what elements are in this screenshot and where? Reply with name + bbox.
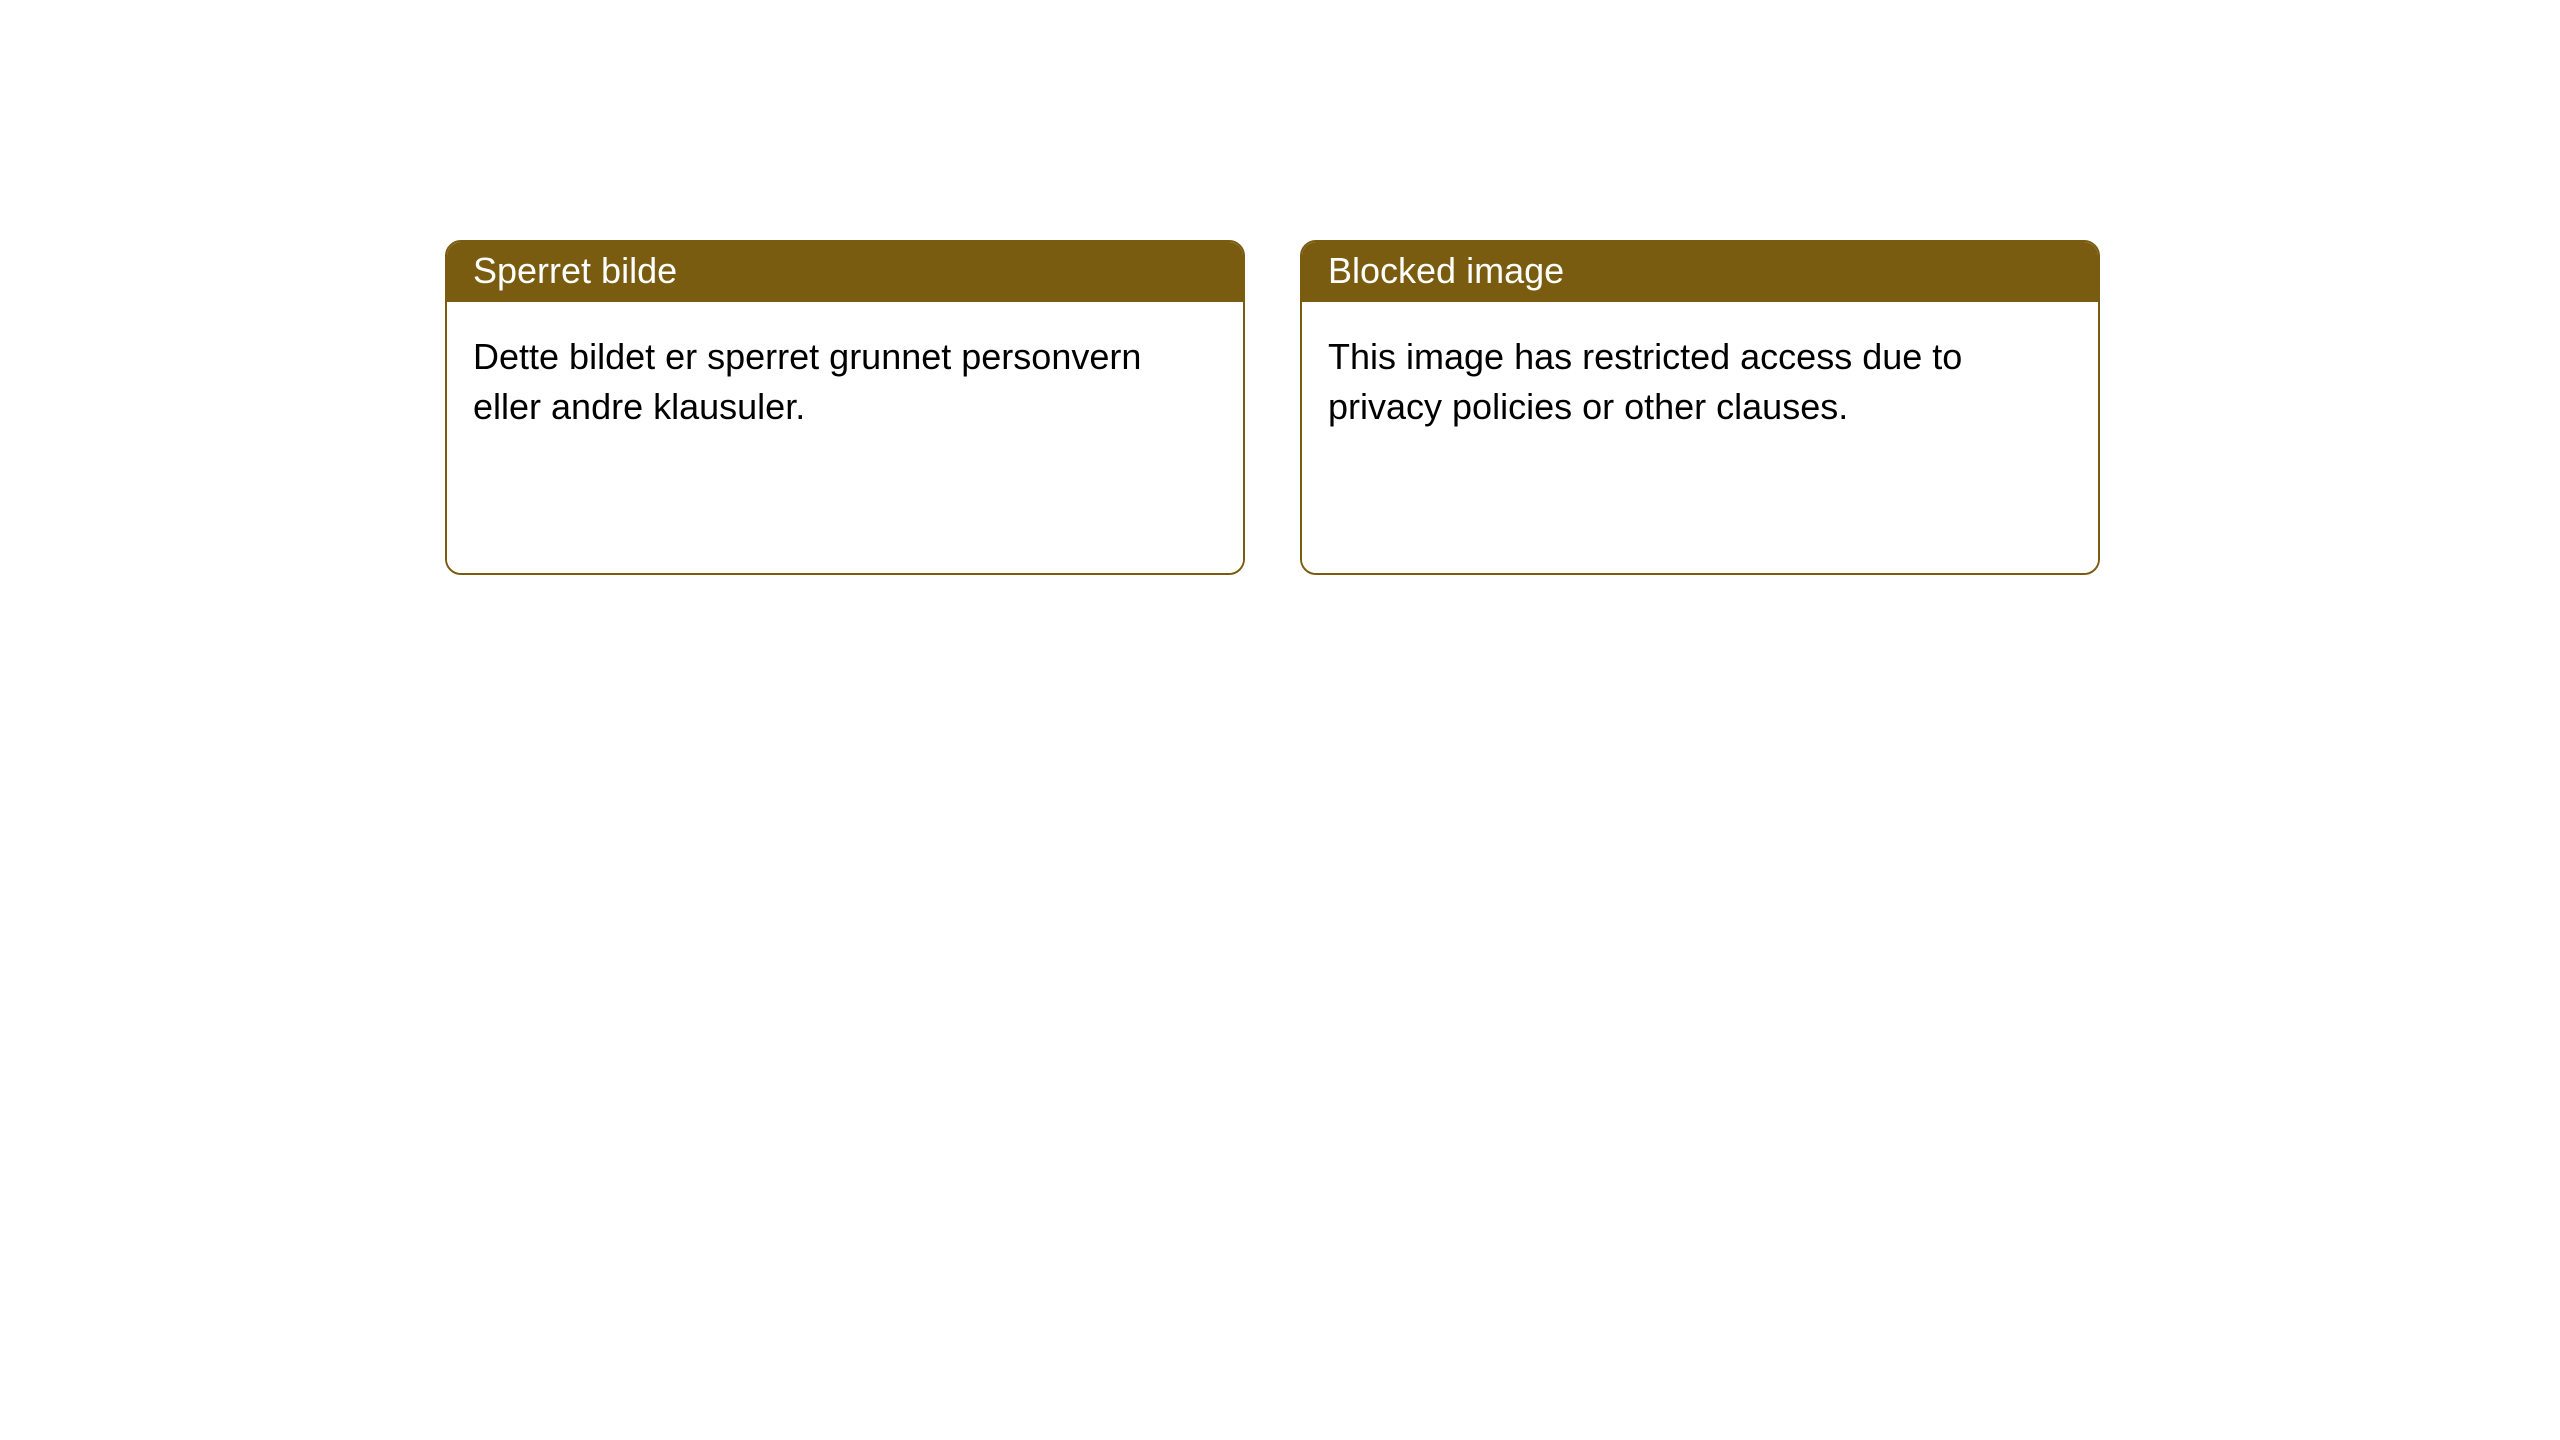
card-body: This image has restricted access due to … [1302, 302, 2098, 573]
card-container: Sperret bilde Dette bildet er sperret gr… [0, 0, 2560, 575]
blocked-image-card-en: Blocked image This image has restricted … [1300, 240, 2100, 575]
card-header: Blocked image [1302, 242, 2098, 302]
card-body: Dette bildet er sperret grunnet personve… [447, 302, 1243, 573]
blocked-image-card-no: Sperret bilde Dette bildet er sperret gr… [445, 240, 1245, 575]
card-header: Sperret bilde [447, 242, 1243, 302]
